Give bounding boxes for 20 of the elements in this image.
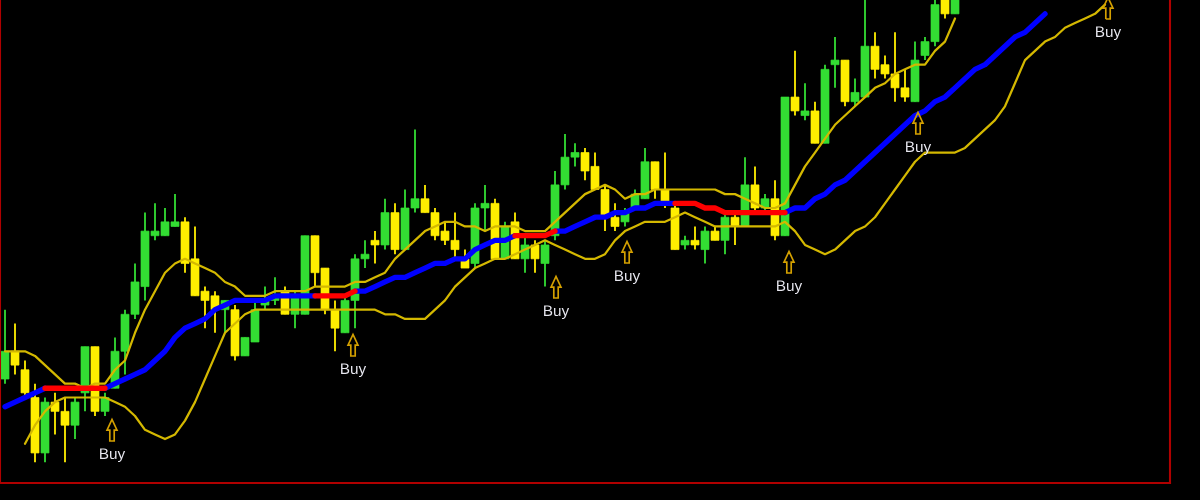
candlestick [940, 0, 950, 20]
candlestick [800, 82, 810, 122]
candlestick [330, 299, 340, 353]
candlestick [70, 396, 80, 440]
candlestick [790, 49, 800, 117]
annotation: Buy [100, 448, 126, 463]
annotation: Buy [1096, 26, 1122, 41]
annotation: Buy [777, 280, 803, 295]
annotation: Buy [544, 305, 570, 320]
candlestick [10, 322, 20, 376]
candlestick [690, 225, 700, 251]
candlestick [830, 36, 840, 89]
candlestick [610, 202, 620, 233]
candlestick [530, 239, 540, 274]
candlestick [370, 230, 380, 265]
candlestick [700, 225, 710, 265]
annotation: Buy [341, 363, 367, 378]
annotation: Buy [615, 270, 641, 285]
annotation: Buy [906, 141, 932, 156]
candlestick [540, 239, 550, 288]
